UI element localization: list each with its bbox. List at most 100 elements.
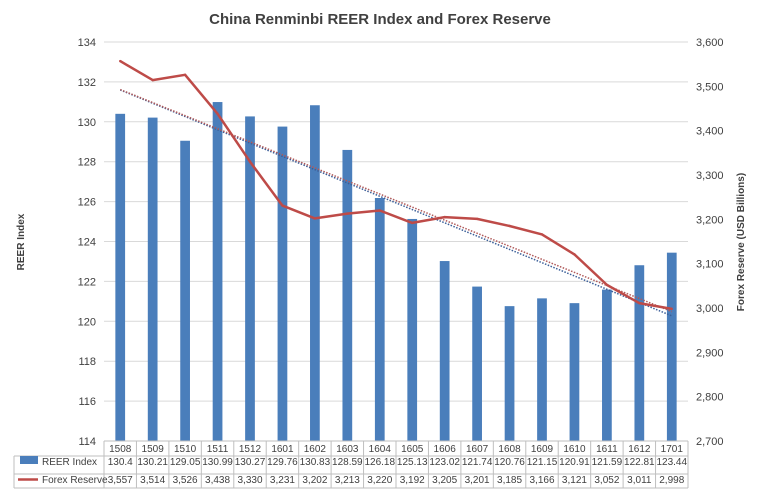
x-tick-label: 1603 (336, 444, 359, 455)
table-value-reer-index: 120.76 (494, 457, 525, 468)
data-table: 1508 1509 1510 1511 1512 1601 1602 1603 1604 1605… (13, 440, 689, 489)
point-forex-reserve (540, 233, 544, 236)
bar-reer-index (602, 289, 612, 441)
line-forex-reserve (119, 59, 673, 311)
bar-reer-index (634, 265, 645, 441)
bar-reer-index (374, 198, 385, 441)
table-value-reer-index: 121.59 (592, 457, 623, 468)
x-tick-label: 1611 (596, 444, 618, 455)
point-forex-reserve (248, 160, 252, 163)
x-tick-label: 1510 (174, 444, 197, 455)
legend-label-forex-reserve: Forex Reserve (42, 475, 108, 486)
bars-reer-index (115, 102, 677, 441)
table-value-reer-index: 129.05 (170, 457, 201, 468)
point-forex-reserve (411, 221, 414, 225)
table-value-forex-reserve: 3,213 (335, 475, 360, 486)
x-tick-label: 1701 (661, 444, 684, 455)
y-tick-left: 128 (78, 157, 96, 169)
table-value-forex-reserve: 3,205 (432, 475, 457, 486)
x-tick-label: 1604 (369, 444, 392, 455)
table-value-forex-reserve: 3,185 (497, 475, 522, 486)
table-value-forex-reserve: 3,202 (302, 475, 327, 486)
y-axis-right-label: Forex Reserve (USD Billions) (736, 173, 747, 311)
chart-title: China Renminbi REER Index and Forex Rese… (209, 11, 551, 28)
x-tick-label: 1509 (142, 444, 165, 455)
table-value-reer-index: 130.21 (137, 457, 168, 468)
y-tick-left: 124 (78, 237, 96, 249)
point-forex-reserve (670, 307, 673, 311)
point-forex-reserve (605, 283, 609, 287)
trendline-reer-index (119, 89, 673, 317)
bar-reer-index (147, 117, 158, 441)
bar-reer-index (180, 140, 190, 441)
series-line-forex-reserve (119, 60, 673, 311)
y-tick-right: 2,700 (696, 436, 724, 448)
table-value-forex-reserve: 3,192 (400, 475, 425, 486)
table-value-reer-index: 130.99 (202, 457, 233, 468)
bar-reer-index (537, 298, 547, 441)
y-tick-left: 116 (78, 396, 96, 408)
table-value-reer-index: 130.83 (300, 457, 331, 468)
table-value-reer-index: 126.18 (364, 457, 395, 468)
y-tick-right: 2,900 (696, 347, 724, 359)
x-tick-label: 1610 (563, 444, 586, 455)
bar-reer-index (666, 252, 677, 441)
bar-reer-index (504, 306, 515, 441)
x-tick-label: 1512 (239, 444, 262, 455)
y-axis-left-label: REER Index (16, 213, 27, 270)
point-forex-reserve (119, 59, 122, 63)
table-value-forex-reserve: 3,052 (594, 475, 619, 486)
bar-reer-index (212, 102, 223, 441)
table-value-forex-reserve: 3,201 (465, 475, 490, 486)
y-tick-right: 3,100 (696, 259, 724, 271)
table-value-reer-index: 125.13 (397, 457, 428, 468)
table-value-forex-reserve: 3,231 (270, 475, 295, 486)
table-value-forex-reserve: 3,220 (367, 475, 392, 486)
bar-reer-index (310, 105, 320, 441)
x-tick-label: 1601 (271, 444, 294, 455)
y-tick-left: 130 (78, 117, 96, 129)
trendlines (119, 88, 673, 317)
point-forex-reserve (573, 253, 576, 256)
x-tick-label: 1602 (304, 444, 327, 455)
point-forex-reserve (443, 215, 446, 219)
bar-reer-index (569, 303, 580, 441)
table-value-reer-index: 128.59 (332, 457, 363, 468)
point-forex-reserve (475, 217, 479, 221)
table-value-reer-index: 121.74 (462, 457, 493, 468)
table-value-forex-reserve: 3,526 (173, 475, 198, 486)
y-tick-left: 126 (78, 197, 96, 209)
table-value-reer-index: 121.15 (527, 457, 558, 468)
bar-reer-index (245, 116, 255, 441)
point-forex-reserve (313, 217, 317, 220)
y-tick-right: 3,500 (696, 81, 724, 93)
table-value-reer-index: 130.4 (108, 457, 133, 468)
table-value-forex-reserve: 3,557 (108, 475, 133, 486)
point-forex-reserve (508, 224, 511, 228)
table-value-reer-index: 123.44 (656, 457, 687, 468)
x-tick-label: 1607 (466, 444, 489, 455)
x-tick-label: 1608 (498, 444, 521, 455)
legend-swatch-reer-index (20, 456, 38, 464)
table-value-forex-reserve: 2,998 (659, 475, 684, 486)
y-tick-left: 118 (78, 356, 96, 368)
x-tick-label: 1612 (628, 444, 651, 455)
y-tick-right: 3,400 (696, 126, 724, 138)
y-tick-right: 3,600 (696, 37, 724, 49)
point-forex-reserve (151, 78, 154, 82)
x-tick-label: 1609 (531, 444, 554, 455)
trendline-forex-reserve (119, 88, 673, 313)
y-tick-left: 120 (78, 316, 96, 328)
point-forex-reserve (378, 209, 381, 212)
table-value-forex-reserve: 3,166 (529, 475, 554, 486)
point-forex-reserve (281, 204, 284, 207)
y-tick-left: 122 (78, 276, 96, 288)
legend-label-reer-index: REER Index (42, 457, 97, 468)
bar-reer-index (115, 113, 126, 441)
x-tick-label: 1511 (207, 444, 229, 455)
point-forex-reserve (183, 73, 187, 77)
y-tick-left: 114 (78, 436, 96, 448)
bar-reer-index (277, 126, 288, 441)
y-tick-right: 3,000 (696, 303, 724, 315)
